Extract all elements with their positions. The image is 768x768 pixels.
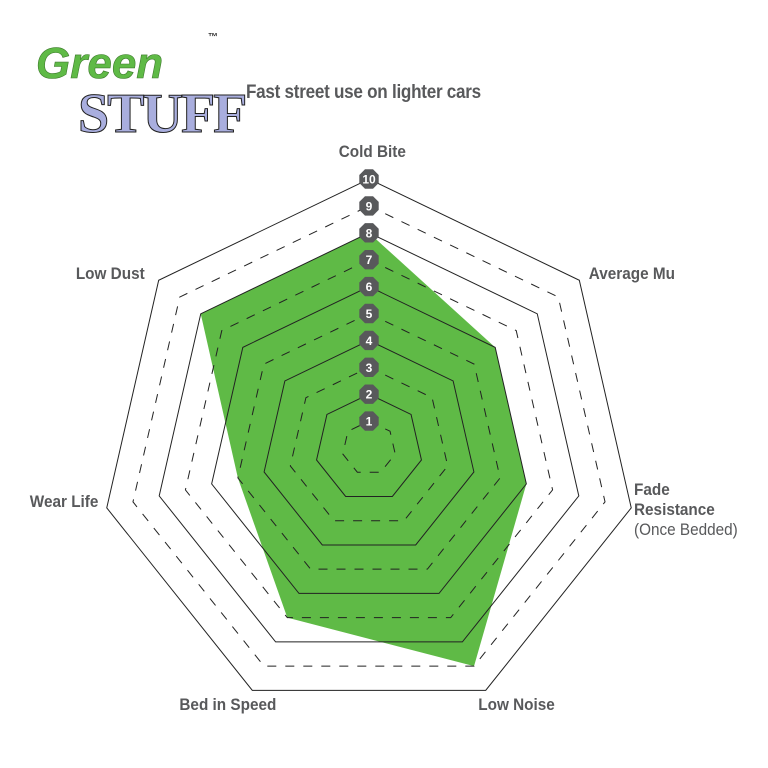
- grid-ring-8: [158, 232, 580, 643]
- axis-label-low-noise: Low Noise: [478, 695, 555, 714]
- data-area: [200, 232, 527, 667]
- axis-label-wear-life: Wear Life: [29, 492, 99, 511]
- tick-badge-10: [359, 169, 379, 189]
- tick-label-10: 10: [362, 173, 376, 187]
- axis-label-low-dust: Low Dust: [75, 264, 145, 283]
- logo-tm: ™: [208, 32, 218, 43]
- axis-label-fade-resistance: Fade Resistance (Once Bedded): [634, 480, 738, 540]
- tick-badge-6: [359, 276, 379, 297]
- logo-green-text: Green: [36, 39, 163, 88]
- tick-label-4: 4: [366, 334, 373, 348]
- axis-label-cold-bite: Cold Bite: [338, 142, 406, 161]
- axis-label-bed-in-speed: Bed in Speed: [179, 695, 277, 714]
- tick-badge-2: [359, 384, 379, 404]
- chart-subtitle: Fast street use on lighter cars: [246, 82, 481, 103]
- tick-label-1: 1: [366, 415, 373, 429]
- tick-badge-4: [359, 330, 379, 351]
- tick-badge-7: [359, 249, 379, 270]
- grid-ring-10: [106, 178, 632, 691]
- grid-ring-4: [263, 339, 475, 546]
- grid-ring-2: [316, 393, 422, 497]
- axis-label-average-mu: Average Mu: [588, 264, 675, 283]
- tick-badge-5: [359, 303, 379, 324]
- tick-label-9: 9: [366, 199, 373, 213]
- tick-badge-9: [359, 196, 379, 216]
- tick-label-2: 2: [366, 388, 373, 402]
- grid-ring-9: [132, 205, 606, 667]
- fade-line1: Fade: [634, 480, 670, 499]
- tick-badge-1: [359, 411, 379, 431]
- tick-label-8: 8: [366, 226, 373, 240]
- tick-badge-3: [359, 357, 379, 378]
- fade-line2: Resistance: [634, 500, 715, 519]
- tick-label-3: 3: [366, 361, 373, 375]
- tick-label-6: 6: [366, 280, 373, 294]
- logo-stuff-text: STUFF: [78, 83, 245, 145]
- tick-label-7: 7: [366, 253, 373, 267]
- grid-ring-6: [211, 286, 527, 594]
- tick-badge-8: [359, 223, 379, 243]
- fade-line3: (Once Bedded): [634, 520, 738, 539]
- green-stuff-logo: Green STUFF ™: [36, 32, 248, 146]
- tick-label-5: 5: [366, 307, 373, 321]
